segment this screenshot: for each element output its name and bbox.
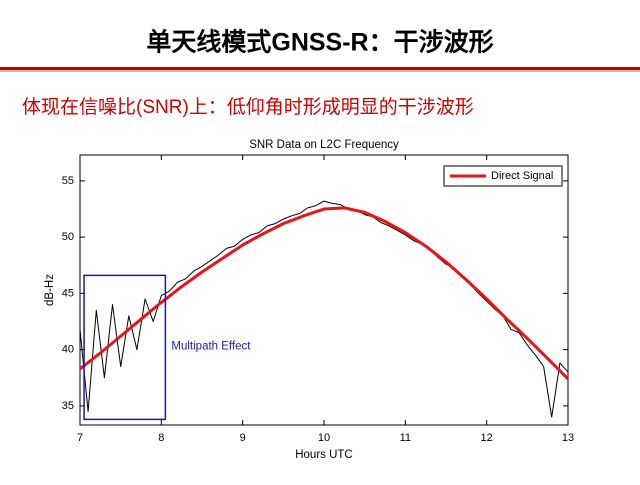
legend-box	[443, 165, 563, 187]
x-tick-label: 12	[481, 432, 493, 444]
title-rule	[0, 67, 640, 70]
y-tick-label: 40	[62, 344, 74, 356]
y-tick-label: 50	[62, 231, 74, 243]
title-rule-shadow	[0, 70, 640, 72]
y-tick-label: 55	[62, 175, 74, 187]
x-tick-label: 13	[562, 432, 574, 444]
y-tick-label: 45	[62, 287, 74, 299]
x-tick-label: 7	[77, 432, 83, 444]
slide-subtitle: 体现在信噪比(SNR)上：低仰角时形成明显的干涉波形	[22, 96, 474, 118]
series-line	[79, 200, 569, 418]
annotation-text: Multipath Effect	[171, 340, 251, 352]
slide-title: 单天线模式GNSS-R：干涉波形	[146, 28, 493, 57]
x-tick-label: 10	[318, 432, 330, 444]
x-tick-label: 11	[400, 432, 411, 444]
x-tick-label: 8	[158, 432, 164, 444]
series-line	[79, 206, 570, 380]
legend-label: Direct Signal	[491, 170, 553, 182]
chart-title: SNR Data on L2C Frequency	[249, 139, 399, 151]
x-tick-label: 9	[240, 432, 246, 444]
plot-frame	[79, 154, 569, 426]
y-tick-label: 35	[62, 400, 74, 412]
annotation-box	[83, 274, 167, 421]
y-axis-label: dB-Hz	[44, 274, 56, 306]
x-axis-label: Hours UTC	[295, 449, 353, 461]
